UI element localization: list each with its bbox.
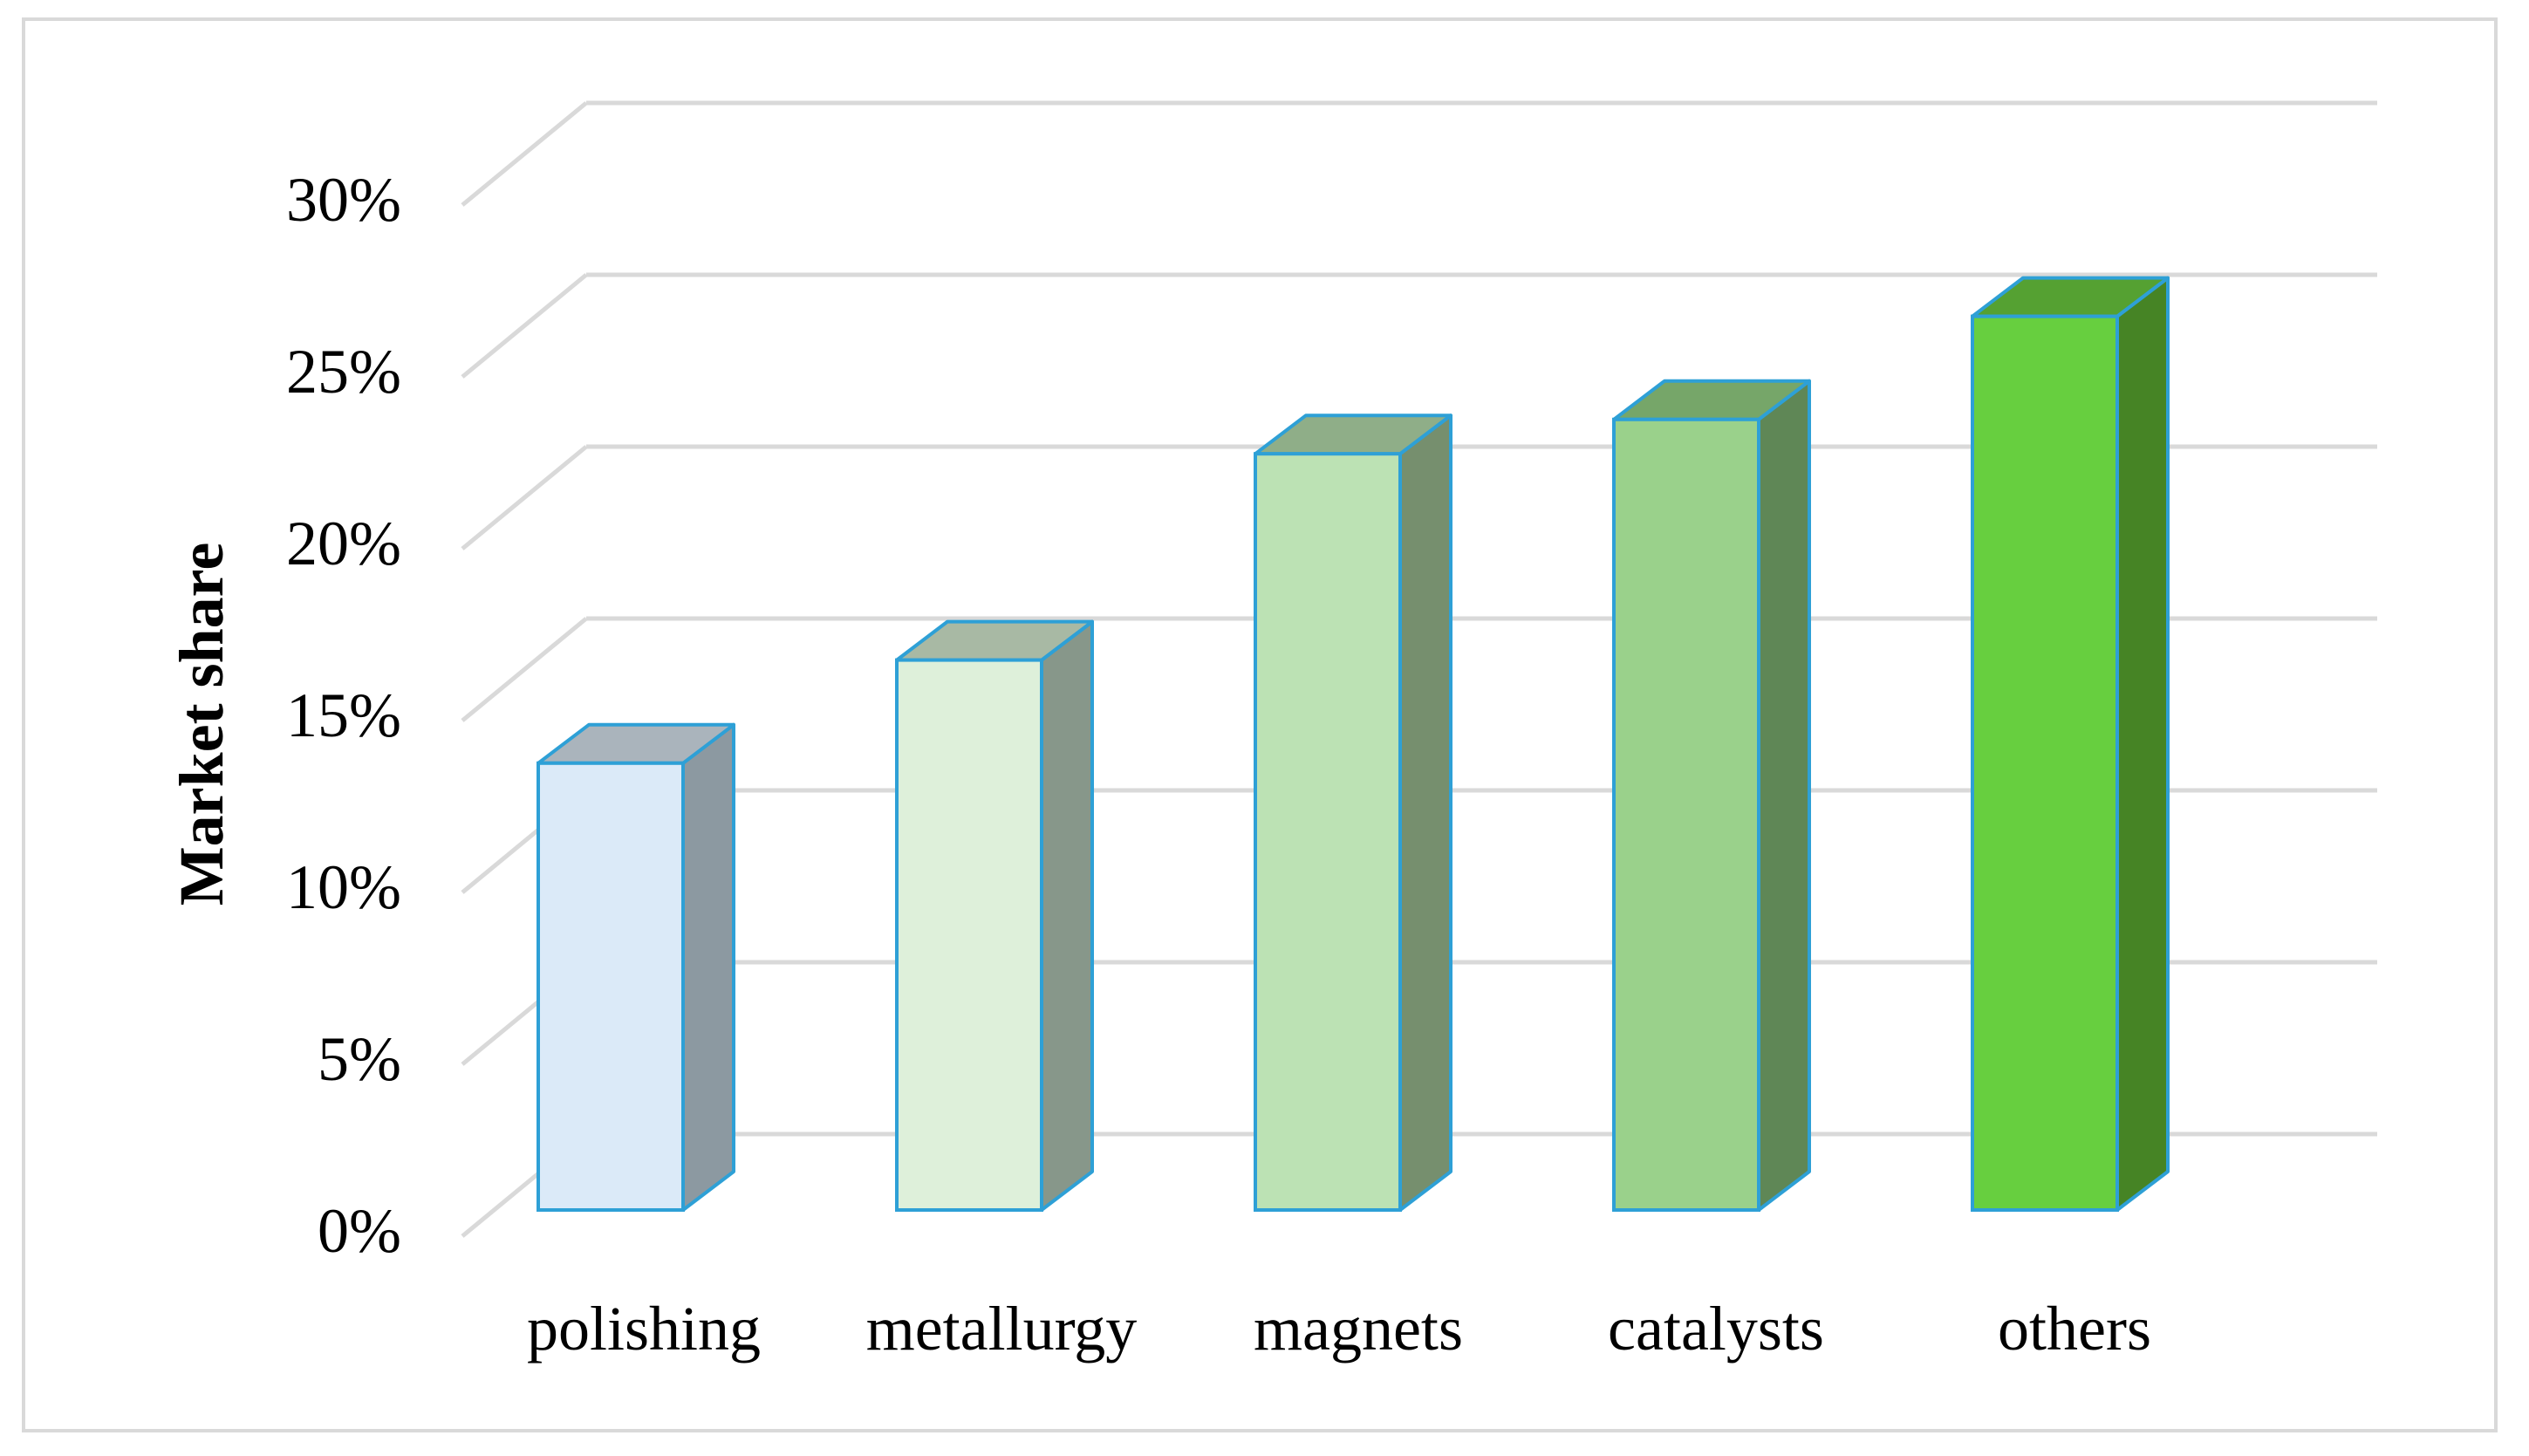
bar-others	[1971, 276, 2170, 1213]
bar-side-face	[1398, 414, 1452, 1212]
category-label: magnets	[1254, 1294, 1463, 1364]
y-tick-label: 30%	[286, 165, 401, 235]
y-tick-label: 25%	[286, 337, 401, 407]
category-label: others	[1998, 1294, 2151, 1364]
bar-metallurgy	[895, 619, 1094, 1212]
bar-side-face	[1757, 379, 1811, 1212]
category-labels: polishing metallurgy magnets catalysts other…	[527, 1294, 2151, 1364]
y-axis-title: Market share	[167, 543, 236, 906]
y-tick-label: 10%	[286, 852, 401, 922]
bar-front-face	[1971, 314, 2119, 1213]
bar-catalysts	[1612, 379, 1811, 1212]
bar-side-face	[681, 722, 735, 1212]
bar-magnets	[1254, 414, 1452, 1212]
gridline	[461, 272, 2377, 379]
bars	[537, 276, 2170, 1213]
category-label: polishing	[527, 1294, 761, 1364]
y-tick-label: 0%	[318, 1196, 401, 1266]
bar-side-face	[1040, 619, 1094, 1212]
bar-front-face	[537, 761, 685, 1212]
category-label: catalysts	[1608, 1294, 1824, 1364]
y-tick-label: 20%	[286, 509, 401, 578]
bar-front-face	[895, 658, 1043, 1212]
bar-front-face	[1612, 417, 1760, 1212]
y-tick-label: 5%	[318, 1024, 401, 1094]
gridline	[461, 100, 2377, 207]
category-label: metallurgy	[866, 1294, 1138, 1364]
bar-polishing	[537, 722, 735, 1212]
y-tick-label: 15%	[286, 680, 401, 750]
y-tick-labels: 0% 5% 10% 15% 20% 25% 30%	[286, 165, 401, 1266]
bar-side-face	[2115, 276, 2170, 1212]
bar-front-face	[1254, 452, 1402, 1212]
